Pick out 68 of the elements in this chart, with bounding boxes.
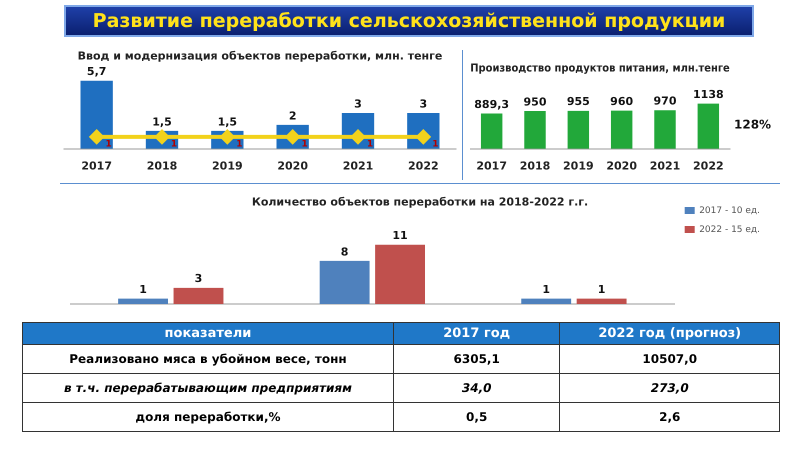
data-label: 8 (340, 245, 348, 258)
x-tick-label: 2020 (606, 159, 638, 172)
bar (610, 110, 632, 149)
x-tick-label: 2017 (476, 159, 507, 172)
bar (320, 260, 370, 304)
data-label: 970 (654, 94, 677, 108)
bar (174, 288, 224, 304)
bar (654, 110, 676, 149)
bar (480, 113, 502, 149)
data-label: 950 (524, 95, 547, 108)
text: 6305,1 (454, 352, 500, 366)
bar (521, 298, 572, 304)
chart-title: Количество объектов переработки на 2018-2022 г.г. (252, 195, 588, 208)
x-tick-label: 2022 (408, 159, 439, 172)
bar (568, 110, 590, 149)
text: 2,6 (659, 410, 680, 424)
x-tick-label: 2021 (342, 159, 374, 172)
data-label: 955 (566, 95, 590, 108)
data-label: 3 (420, 97, 428, 110)
chart-title: Развитие переработки сельскохозяйственной продукции (64, 5, 754, 37)
chart-title: Производство продуктов питания, млн.тенге (470, 62, 730, 75)
category-label: доля переработки,% (135, 410, 281, 424)
category-label: показатели (22, 322, 394, 344)
x-tick-label: 2020 (277, 159, 308, 172)
bar (118, 298, 168, 304)
category-label: в т.ч. перерабатывающим предприятиям (64, 381, 352, 395)
text: 128% (734, 117, 772, 132)
data-label: 1 (598, 282, 606, 296)
x-tick-label: 2018 (146, 159, 178, 172)
x-tick-label: 2019 (563, 159, 594, 172)
text: 273,0 (650, 381, 689, 395)
legend-label: 2017 - 10 ед. (699, 206, 760, 216)
data-label: 11 (392, 229, 408, 242)
category-label: 2017 год (393, 322, 560, 344)
data-label: 1,5 (218, 115, 238, 128)
data-label: 3 (194, 272, 202, 286)
x-tick-label: 2021 (650, 159, 680, 172)
data-label: 1 (302, 140, 308, 150)
bar (576, 298, 627, 304)
category-label: Реализовано мяса в убойном весе, тонн (69, 352, 347, 366)
text: 34,0 (462, 381, 492, 395)
data-label: 1 (139, 282, 147, 296)
data-label: 1 (542, 282, 550, 296)
data-label: 1 (236, 140, 242, 150)
data-label: 1138 (693, 88, 724, 101)
data-label: 1 (366, 140, 374, 150)
data-label: 5,7 (86, 65, 106, 78)
chart-subtitle: Ввод и модернизация объектов переработки, млн. тенге (78, 49, 442, 62)
bar (80, 80, 113, 149)
text: 10507,0 (642, 352, 698, 366)
x-tick-label: 2019 (212, 159, 243, 172)
data-label: 2 (288, 109, 296, 122)
data-label: 1 (432, 140, 438, 150)
data-label: 1 (106, 140, 112, 150)
data-label: 1,5 (152, 115, 172, 128)
bar (375, 244, 426, 304)
x-tick-label: 2022 (693, 159, 724, 172)
legend-label: 2022 - 15 ед. (699, 224, 760, 235)
x-tick-label: 2017 (81, 159, 112, 172)
data-label: 889,3 (474, 98, 510, 111)
text: 0,5 (466, 410, 488, 424)
category-label: 2022 год (прогноз) (560, 322, 780, 344)
data-label: 3 (354, 97, 362, 110)
bar (698, 104, 720, 149)
data-label: 960 (610, 95, 634, 108)
x-tick-label: 2018 (520, 159, 550, 172)
data-label: 1 (170, 140, 178, 150)
bar (524, 111, 546, 149)
